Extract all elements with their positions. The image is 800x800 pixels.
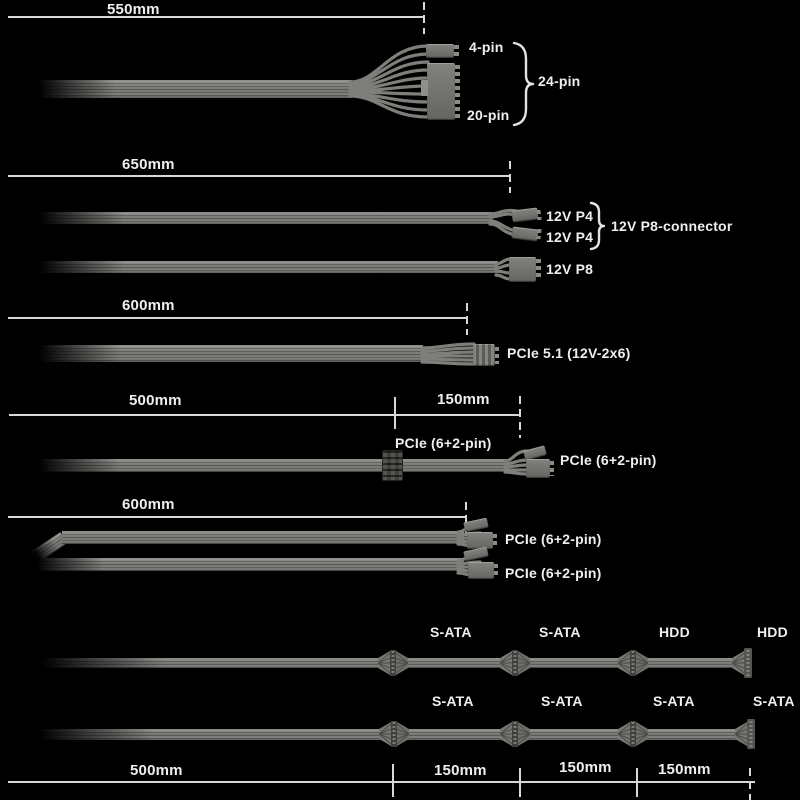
eps-measure-end-tick: [509, 161, 511, 193]
pcie-dual-bottom-label: PCIe (6+2-pin): [505, 565, 602, 581]
bottom-scale-end-tick: [749, 768, 751, 800]
eps-length-label: 650mm: [122, 156, 175, 173]
bottom-scale-tick-2: [519, 768, 521, 797]
peripheral-mixed-label-2: S-ATA: [539, 624, 581, 640]
eps-p8-label: 12V P8: [546, 261, 594, 277]
sata-end-connector: [733, 717, 757, 751]
pcie-daisy-end-tick: [519, 396, 521, 438]
atx-24pin-label: 24-pin: [538, 73, 581, 89]
atx-20pin-label: 20-pin: [467, 107, 510, 123]
bottom-scale-150mm-label-2: 150mm: [559, 759, 612, 776]
atx-20pin-pins: [455, 65, 460, 118]
peripheral-mixed-cable-fade: [35, 658, 165, 668]
pcie-dual-measure-line: [8, 516, 466, 518]
eps-p8-connector: [509, 257, 536, 282]
peripheral-sata-cable-fade: [33, 729, 153, 740]
bottom-scale-150mm-label-3: 150mm: [658, 761, 711, 778]
pcie-daisy-mid-label: PCIe (6+2-pin): [395, 435, 492, 451]
pcie-dual-bottom-cable-ribbon: [33, 558, 464, 571]
bottom-scale-500mm-label: 500mm: [130, 762, 183, 779]
pcie-dual-measure-end-tick: [465, 502, 467, 536]
atx-4pin-connector: [426, 44, 454, 58]
atx-20pin-connector: [427, 63, 455, 120]
atx-measure-end-tick: [423, 2, 425, 34]
pcie51-length-label: 600mm: [122, 297, 175, 314]
hdd-end-connector: [730, 646, 754, 680]
pcie51-pins: [495, 347, 499, 364]
atx-24pin-brace: [512, 41, 535, 127]
sata-connector: [377, 719, 411, 749]
eps-p4-top-label: 12V P4: [546, 208, 594, 224]
pcie-daisy-length-ext-label: 150mm: [437, 391, 490, 408]
peripheral-sata-label-1: S-ATA: [432, 693, 474, 709]
pcie51-measure-end-tick: [466, 303, 468, 335]
pcie-dual-length-label: 600mm: [122, 496, 175, 513]
atx-20pin-latch: [421, 80, 428, 96]
pcie-daisy-end-wire-fan: [503, 449, 529, 476]
pcie-daisy-end-label: PCIe (6+2-pin): [560, 452, 657, 468]
eps-p4-bottom-pins: [536, 228, 542, 240]
pcie51-wire-fan: [420, 342, 476, 366]
pcie-daisy-mid-tick: [394, 397, 396, 429]
atx-wire-fan: [348, 44, 430, 119]
peripheral-mixed-label-3: HDD: [659, 624, 690, 640]
pcie-dual-top-label: PCIe (6+2-pin): [505, 531, 602, 547]
pcie-dual-top-connector: [467, 532, 493, 549]
bottom-scale-tick-3: [636, 768, 638, 797]
pcie51-cable-ribbon: [35, 345, 423, 362]
pcie-daisy-end-pins: [550, 461, 554, 476]
pcie51-connector: [473, 344, 495, 366]
atx-measure-line: [8, 16, 424, 18]
pcie-daisy-end-connector: [526, 459, 550, 478]
eps-p4-bottom-label: 12V P4: [546, 229, 594, 245]
hdd-connector: [616, 648, 650, 678]
sata-connector: [376, 648, 410, 678]
pcie-dual-bottom-connector: [468, 562, 494, 579]
pcie51-connector-label: PCIe 5.1 (12V-2x6): [507, 345, 631, 361]
pcie-dual-bottom-pins: [494, 564, 498, 577]
eps-p4-cable-ribbon: [35, 212, 493, 224]
bottom-scale-line: [8, 781, 755, 783]
eps-p8-pins: [536, 259, 541, 280]
peripheral-mixed-label-1: S-ATA: [430, 624, 472, 640]
peripheral-sata-label-2: S-ATA: [541, 693, 583, 709]
eps-p4-cable-fade: [35, 212, 125, 224]
pcie-daisy-mid-connector: [382, 450, 403, 481]
peripheral-mixed-label-4: HDD: [757, 624, 788, 640]
eps-p4-top-pins: [536, 209, 542, 221]
eps-p8-cable-fade: [35, 261, 125, 273]
atx-4pin-pins: [454, 45, 459, 57]
atx-length-label: 550mm: [107, 1, 160, 18]
pcie-dual-bottom-cable-fade: [33, 558, 103, 571]
pcie-dual-top-pins: [493, 534, 497, 547]
atx-4pin-label: 4-pin: [469, 39, 504, 55]
sata-connector: [498, 648, 532, 678]
eps-p8-wire-fan: [494, 257, 512, 281]
pcie51-cable-fade: [35, 345, 120, 362]
eps-measure-line: [8, 175, 510, 177]
pcie-daisy-length-main-label: 500mm: [129, 392, 182, 409]
pcie-daisy-cable-fade: [35, 459, 120, 472]
peripheral-sata-label-3: S-ATA: [653, 693, 695, 709]
pcie-daisy-measure-line: [9, 414, 520, 416]
pcie51-measure-line: [8, 317, 468, 319]
bottom-scale-150mm-label-1: 150mm: [434, 762, 487, 779]
atx-cable-fade: [35, 80, 115, 98]
sata-connector: [498, 719, 532, 749]
pcie-dual-top-cable-ribbon: [62, 531, 464, 544]
peripheral-sata-label-4: S-ATA: [753, 693, 795, 709]
eps-p4-top-connector: [511, 207, 539, 223]
bottom-scale-tick-1: [392, 764, 394, 797]
sata-connector: [616, 719, 650, 749]
eps-p8-cable-ribbon: [35, 261, 498, 273]
eps-p8-group-label: 12V P8-connector: [611, 218, 733, 234]
eps-p8-brace: [589, 201, 606, 251]
